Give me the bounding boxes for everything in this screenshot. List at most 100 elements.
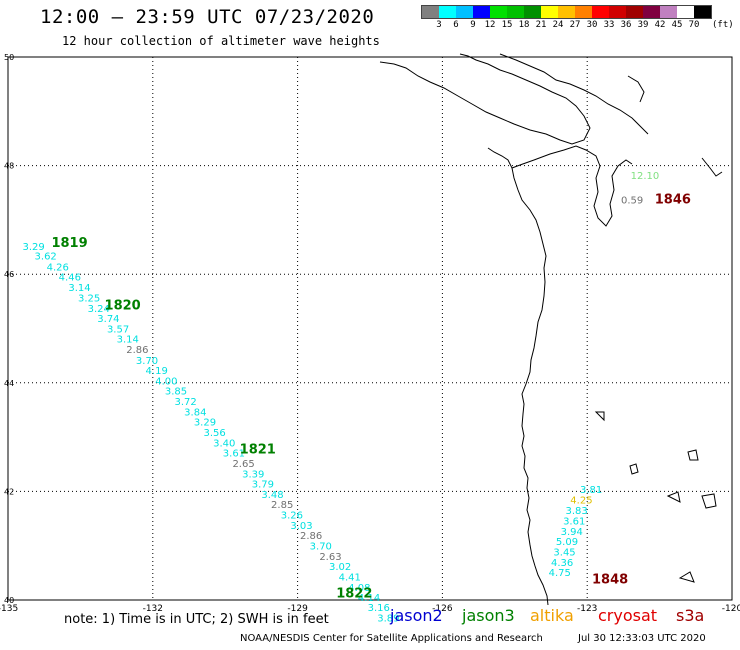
swh-value-label: 3.24: [88, 304, 110, 315]
swh-value-label: 4.36: [551, 558, 573, 569]
color-scale-boxes: [421, 5, 712, 19]
lat-tick-label: 48: [4, 162, 14, 171]
color-scale-swatch: [643, 6, 660, 18]
color-scale-swatch: [439, 6, 456, 18]
lat-tick-label: 42: [4, 487, 14, 496]
lon-tick-label: -132: [143, 604, 163, 614]
swh-value-label: 4.75: [549, 568, 571, 579]
lat-tick-label: 40: [4, 596, 14, 605]
color-scale-swatch: [660, 6, 677, 18]
color-scale-swatch: [575, 6, 592, 18]
footer-credit: NOAA/NESDIS Center for Satellite Applica…: [240, 633, 543, 644]
color-scale-label: 18: [518, 20, 530, 30]
swh-value-label: 3.79: [252, 480, 274, 491]
legend-item-s3a: s3a: [676, 606, 705, 625]
color-scale-swatch: [456, 6, 473, 18]
swh-value-label: 2.63: [319, 552, 341, 563]
swh-value-label: 4.46: [59, 273, 81, 284]
swh-value-label: 3.94: [561, 527, 583, 538]
color-scale-label: 9: [470, 20, 476, 30]
lon-tick-label: -123: [577, 604, 597, 614]
legend-item-jason3: jason3: [462, 606, 515, 625]
swh-value-label: 3.74: [97, 314, 119, 325]
color-scale-swatch: [558, 6, 575, 18]
color-scale-label: 39: [637, 20, 649, 30]
lat-tick-label: 44: [4, 379, 14, 388]
color-scale-label: 45: [671, 20, 683, 30]
swh-value-label: 3.29: [22, 242, 44, 253]
swh-value-label: 3.26: [281, 511, 303, 522]
swh-value-label: 3.70: [310, 542, 332, 553]
mainland-bc-line: [499, 53, 649, 135]
color-scale-swatch: [592, 6, 609, 18]
color-scale-swatch: [524, 6, 541, 18]
inland-lake-6: [666, 491, 681, 503]
swh-value-label: 3.02: [329, 562, 351, 573]
inland-lake-1: [701, 157, 723, 177]
swh-value-label: 4.14: [358, 593, 380, 604]
lon-tick-label: -129: [287, 604, 308, 614]
color-scale-swatch: [694, 6, 711, 18]
swh-value-label: 3.25: [78, 293, 100, 304]
swh-value-label: 3.61: [563, 517, 585, 528]
color-scale-swatch: [677, 6, 694, 18]
legend-item-altika: altika: [530, 606, 574, 625]
map-frame: [7, 56, 733, 601]
swh-value-label: 3.61: [223, 449, 245, 460]
inland-lake-3: [701, 493, 717, 509]
swh-value-label: 3.45: [553, 547, 575, 558]
lon-tick-label: -120: [722, 604, 740, 614]
inland-lake-5: [629, 463, 639, 475]
footer-timestamp: Jul 30 12:33:03 UTC 2020: [578, 633, 706, 644]
swh-value-label: 3.29: [194, 418, 216, 429]
swh-value-label: 2.86: [126, 345, 148, 356]
swh-value-label: 4.41: [339, 572, 361, 583]
color-scale-swatch: [507, 6, 524, 18]
color-scale-swatch: [626, 6, 643, 18]
color-scale-swatch: [422, 6, 439, 18]
note-text: note: 1) Time is in UTC; 2) SWH is in fe…: [64, 612, 329, 627]
puget-sound-line: [511, 145, 633, 227]
swh-value-label: 3.48: [261, 490, 283, 501]
color-scale-label: 12: [484, 20, 496, 30]
color-scale-label: 21: [535, 20, 547, 30]
swh-value-label: 3.03: [290, 521, 312, 532]
orbit-number-label: 1822: [336, 586, 372, 601]
swh-value-label: 3.14: [68, 283, 90, 294]
color-scale-swatch: [541, 6, 558, 18]
swh-value-label: 2.85: [271, 500, 293, 511]
map-grid: -135 -132 -129 -126 -123 -120 40 42 44 46 48 50: [0, 53, 740, 614]
swh-value-label: 3.14: [117, 335, 139, 346]
orbit-number-label: 1848: [592, 573, 628, 588]
inland-lake-4: [687, 449, 699, 461]
inland-lake-8: [594, 411, 605, 422]
swh-value-label: 3.81: [580, 485, 602, 496]
lon-tick-label: -135: [0, 604, 18, 614]
orbit-number-label: 1821: [240, 442, 276, 457]
legend-item-jason2: jason2: [390, 606, 443, 625]
west-coast-line: [487, 147, 549, 606]
swh-value-label: 4.25: [570, 495, 592, 506]
swh-value-label: 3.85: [165, 387, 187, 398]
color-scale-label: 27: [569, 20, 581, 30]
orbit-number-label: 1819: [51, 236, 87, 251]
swh-value-label: 4.08: [348, 583, 370, 594]
color-scale-label: 33: [603, 20, 615, 30]
color-scale-label: 70: [688, 20, 700, 30]
color-scale-label: 15: [501, 20, 513, 30]
swh-value-label: 3.40: [213, 438, 235, 449]
color-scale-label: 24: [552, 20, 564, 30]
swh-value-label: 3.56: [203, 428, 225, 439]
color-scale-label: 3: [436, 20, 442, 30]
swh-value-label: 4.00: [155, 376, 177, 387]
page-title: 12:00 – 23:59 UTC 07/23/2020: [40, 6, 375, 28]
color-scale-label: 36: [620, 20, 632, 30]
swh-value-label: 2.65: [232, 459, 254, 470]
swh-value-label: 5.09: [556, 537, 578, 548]
swh-value-label: 3.57: [107, 324, 129, 335]
swh-value-label: 3.39: [242, 469, 264, 480]
lat-tick-label: 50: [4, 53, 14, 62]
color-scale-label: 42: [654, 20, 666, 30]
swh-value-label: 4.19: [146, 366, 168, 377]
